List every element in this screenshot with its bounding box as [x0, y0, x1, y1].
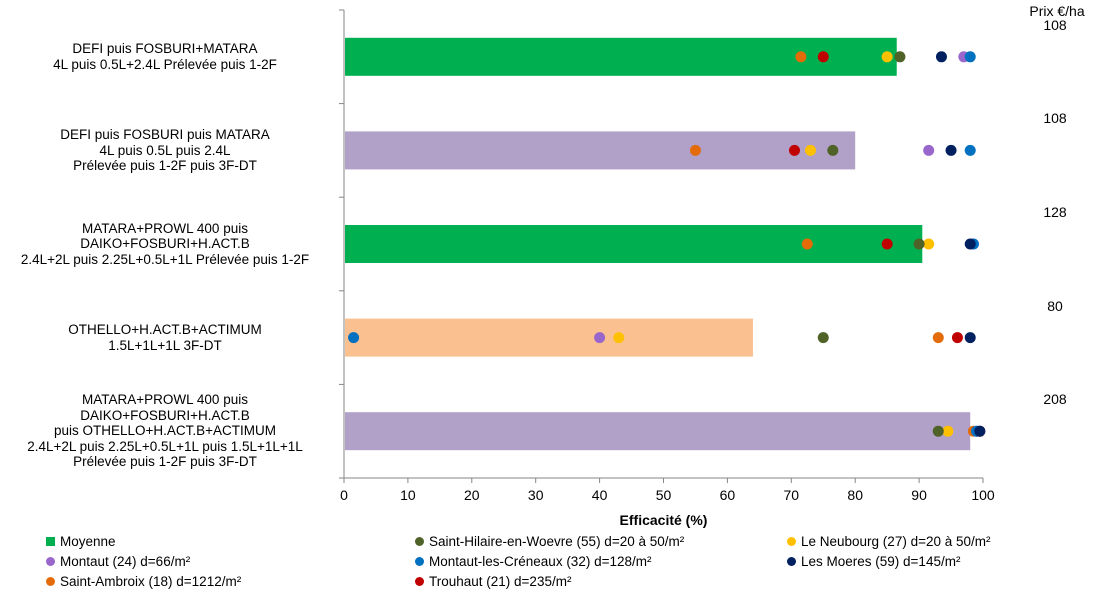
legend-marker: [46, 537, 55, 546]
point-trouhaut: [788, 144, 800, 156]
legend-label: Montaut (24) d=66/m²: [60, 554, 191, 569]
legend-item-moyenne: Moyenne: [46, 534, 116, 549]
bar-moyenne: [345, 412, 971, 451]
x-tick-label: 20: [464, 487, 480, 503]
legend-marker: [415, 577, 424, 586]
legend-item-saint-ambroix: Saint-Ambroix (18) d=1212/m²: [46, 574, 241, 589]
x-tick-label: 10: [400, 487, 416, 503]
point-montaut-les-creneaux: [348, 332, 360, 344]
legend-item-montaut-les-creneaux: Montaut-les-Créneaux (32) d=128/m²: [415, 554, 651, 569]
legend-marker: [46, 577, 55, 586]
point-saint-hilaire: [827, 144, 839, 156]
legend-marker: [787, 557, 796, 566]
category-label: MATARA+PROWL 400 puis DAIKO+FOSBURI+H.AC…: [20, 220, 310, 267]
legend-item-les-moeres: Les Moeres (59) d=145/m²: [787, 554, 960, 569]
point-les-moeres: [964, 332, 976, 344]
x-tick-label: 80: [847, 487, 863, 503]
point-saint-ambroix: [795, 51, 807, 63]
x-tick-label: 30: [528, 487, 544, 503]
x-tick-label: 90: [911, 487, 927, 503]
point-le-neubourg: [942, 425, 954, 437]
legend-item-montaut: Montaut (24) d=66/m²: [46, 554, 190, 569]
point-les-moeres: [974, 425, 986, 437]
x-tick-label: 0: [340, 487, 348, 503]
point-montaut-les-creneaux: [964, 51, 976, 63]
point-montaut-les-creneaux: [964, 144, 976, 156]
legend-item-le-neubourg: Le Neubourg (27) d=20 à 50/m²: [787, 534, 991, 549]
legend-label: Le Neubourg (27) d=20 à 50/m²: [801, 534, 991, 549]
bar-moyenne: [345, 131, 856, 170]
point-trouhaut: [951, 332, 963, 344]
legend-marker: [787, 537, 796, 546]
point-saint-ambroix: [689, 144, 701, 156]
point-le-neubourg: [804, 144, 816, 156]
bar-moyenne: [345, 37, 897, 76]
legend-label: Montaut-les-Créneaux (32) d=128/m²: [429, 554, 652, 569]
point-saint-ambroix: [801, 238, 813, 250]
price-value: 80: [1047, 297, 1063, 314]
price-header: Prix €/ha: [1029, 3, 1085, 19]
price-value: 108: [1043, 16, 1067, 33]
price-value: 108: [1043, 110, 1067, 127]
point-montaut: [594, 332, 606, 344]
point-saint-ambroix: [932, 332, 944, 344]
x-tick-label: 100: [971, 487, 995, 503]
category-label: DEFI puis FOSBURI puis MATARA 4L puis 0.…: [60, 127, 270, 174]
legend-item-trouhaut: Trouhaut (21) d=235/m²: [415, 574, 571, 589]
point-les-moeres: [935, 51, 947, 63]
point-les-moeres: [945, 144, 957, 156]
point-saint-hilaire: [817, 332, 829, 344]
point-saint-hilaire: [894, 51, 906, 63]
point-les-moeres: [964, 238, 976, 250]
point-trouhaut: [817, 51, 829, 63]
legend-label: Saint-Ambroix (18) d=1212/m²: [60, 574, 242, 589]
point-saint-hilaire: [932, 425, 944, 437]
legend-label: Trouhaut (21) d=235/m²: [429, 574, 572, 589]
category-label: OTHELLO+H.ACT.B+ACTIMUM 1.5L+1L+1L 3F-DT: [68, 322, 262, 353]
x-tick-label: 70: [784, 487, 800, 503]
legend-label: Moyenne: [60, 534, 116, 549]
category-label: DEFI puis FOSBURI+MATARA 4L puis 0.5L+2.…: [53, 41, 277, 72]
point-le-neubourg: [613, 332, 625, 344]
x-tick-label: 60: [720, 487, 736, 503]
point-montaut: [923, 144, 935, 156]
legend-item-saint-hilaire: Saint-Hilaire-en-Woevre (55) d=20 à 50/m…: [415, 534, 684, 549]
x-tick-label: 50: [656, 487, 672, 503]
legend-marker: [46, 557, 55, 566]
price-value: 208: [1043, 391, 1067, 408]
point-le-neubourg: [923, 238, 935, 250]
price-value: 128: [1043, 204, 1067, 220]
legend-marker: [415, 557, 424, 566]
x-tick-label: 40: [592, 487, 608, 503]
category-label: MATARA+PROWL 400 puis DAIKO+FOSBURI+H.AC…: [27, 392, 303, 470]
bar-moyenne: [345, 318, 753, 357]
legend-label: Les Moeres (59) d=145/m²: [801, 554, 961, 569]
point-saint-hilaire: [913, 238, 925, 250]
legend-marker: [415, 537, 424, 546]
bar-moyenne: [345, 225, 923, 263]
legend-label: Saint-Hilaire-en-Woevre (55) d=20 à 50/m…: [429, 534, 685, 549]
x-axis-title: Efficacité (%): [620, 512, 708, 528]
point-trouhaut: [881, 238, 893, 250]
point-le-neubourg: [881, 51, 893, 63]
